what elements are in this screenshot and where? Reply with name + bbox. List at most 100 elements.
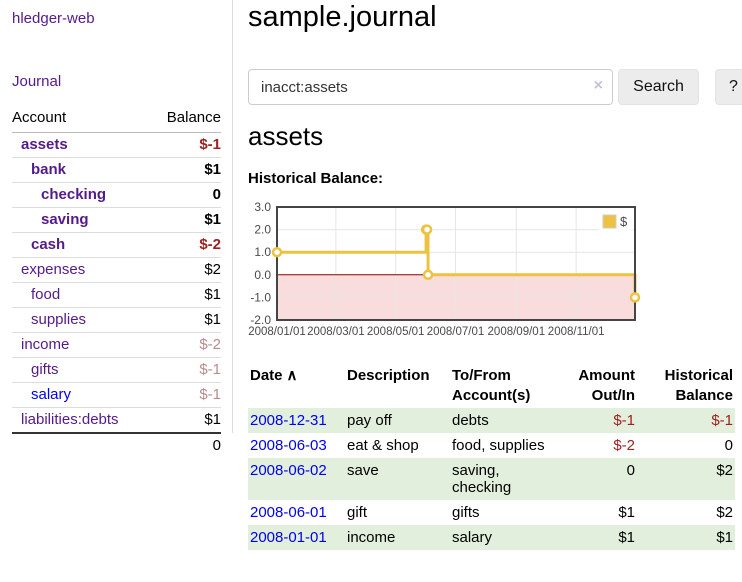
transaction-accounts: debts — [452, 412, 489, 429]
transaction-date-link[interactable]: 2008-06-03 — [250, 437, 327, 454]
plot-border — [276, 206, 636, 321]
account-section-title: assets — [248, 121, 324, 151]
transaction-date-link[interactable]: 2008-06-02 — [250, 462, 327, 479]
account-balance: $-2 — [150, 232, 221, 258]
transaction-balance: $1 — [716, 529, 733, 546]
x-tick-label: 2008/09/01 — [488, 326, 546, 338]
account-row: income $-2 — [12, 332, 221, 358]
search-input[interactable] — [248, 69, 613, 105]
search-button[interactable]: Search — [618, 69, 699, 105]
accounts-column-header: To/From Account(s) — [452, 367, 531, 404]
account-link[interactable]: supplies — [31, 311, 87, 328]
help-button[interactable]: ? — [715, 69, 742, 105]
account-link[interactable]: bank — [31, 161, 67, 178]
transaction-accounts: salary — [452, 529, 493, 546]
account-link[interactable]: checking — [41, 186, 107, 203]
y-tick-label: 2.0 — [254, 223, 271, 237]
account-row: supplies $1 — [12, 307, 221, 333]
account-balance: $1 — [150, 282, 221, 308]
main-content: sample.journal × Search ? assets Histori… — [248, 0, 742, 582]
legend-swatch — [602, 214, 617, 229]
sidebar-item-journal[interactable]: Journal — [12, 73, 62, 90]
transaction-balance: $2 — [716, 462, 733, 479]
accounts-total-value: 0 — [150, 432, 221, 458]
account-balance: $-2 — [150, 332, 221, 358]
account-balance: $-1 — [150, 357, 221, 383]
transaction-accounts: gifts — [452, 504, 480, 521]
date-column-header[interactable]: Date ∧ — [250, 367, 298, 384]
transaction-row: 2008-06-03 eat & shop food, supplies $-2 0 — [248, 433, 735, 458]
account-balance: 0 — [150, 182, 221, 208]
account-link[interactable]: gifts — [31, 361, 59, 378]
account-row: saving $1 — [12, 207, 221, 233]
transactions-header-row: Date ∧ Description To/From Account(s) Amo… — [248, 366, 735, 408]
account-column-header: Account — [12, 106, 151, 133]
accounts-table-header: Account Balance — [12, 106, 221, 133]
page-title: sample.journal — [248, 1, 437, 33]
clear-search-icon[interactable]: × — [593, 77, 603, 94]
account-row: expenses $2 — [12, 257, 221, 283]
x-tick-label: 2008/07/01 — [427, 326, 485, 338]
account-link[interactable]: food — [31, 286, 61, 303]
account-link[interactable]: liabilities:debts — [21, 411, 119, 428]
transaction-row: 2008-06-02 save saving, checking 0 $2 — [248, 458, 735, 500]
chart-legend: $ — [599, 211, 633, 232]
transactions-table: Date ∧ Description To/From Account(s) Amo… — [248, 366, 735, 550]
y-tick-label: -2.0 — [250, 313, 271, 327]
account-balance: $-1 — [150, 132, 221, 158]
transaction-accounts: saving, checking — [452, 462, 512, 496]
transaction-amount: $-2 — [613, 437, 635, 454]
transaction-date-link[interactable]: 2008-06-01 — [250, 504, 327, 521]
data-point — [629, 292, 641, 303]
transaction-description: save — [347, 462, 379, 479]
accounts-total-spacer — [12, 432, 151, 458]
transaction-row: 2008-06-01 gift gifts $1 $2 — [248, 500, 735, 525]
account-row: food $1 — [12, 282, 221, 308]
description-column-header: Description — [347, 367, 430, 384]
transaction-description: income — [347, 529, 396, 546]
sidebar: hledger-web Journal Account Balance asse… — [0, 0, 233, 458]
account-link[interactable]: assets — [21, 136, 68, 153]
transaction-amount: 0 — [626, 462, 635, 479]
transaction-date-link[interactable]: 2008-01-01 — [250, 529, 327, 546]
data-point — [271, 246, 283, 258]
data-point — [421, 224, 433, 235]
account-balance: $1 — [150, 207, 221, 233]
account-balance: $1 — [150, 407, 221, 434]
historical-balance-chart: $3.0 2.0 1.0 0.0 -1.0 -2.0 2008/01/01 2008/03/0… — [248, 200, 742, 342]
transaction-description: pay off — [347, 412, 392, 429]
transaction-accounts: food, supplies — [452, 437, 545, 454]
account-link[interactable]: expenses — [21, 261, 86, 278]
transaction-balance: 0 — [724, 437, 733, 454]
account-row: salary $-1 — [12, 382, 221, 408]
account-link[interactable]: salary — [31, 386, 72, 403]
transaction-amount: $-1 — [613, 412, 635, 429]
app-title-link[interactable]: hledger-web — [12, 10, 95, 27]
x-tick-label: 2008/11/01 — [548, 326, 605, 338]
transaction-balance: $-1 — [711, 412, 733, 429]
account-row: gifts $-1 — [12, 357, 221, 383]
x-tick-label: 2008/03/01 — [307, 326, 365, 338]
transaction-description: gift — [347, 504, 368, 521]
account-balance: $-1 — [150, 382, 221, 408]
accounts-table: Account Balance assets $-1 bank $1 checking 0… — [12, 106, 221, 458]
sort-asc-icon: ∧ — [286, 367, 298, 384]
account-link[interactable]: saving — [41, 211, 89, 228]
y-tick-label: 3.0 — [254, 200, 271, 214]
y-tick-label: -1.0 — [250, 290, 271, 304]
account-balance: $1 — [150, 307, 221, 333]
accounts-total-row: 0 — [12, 432, 221, 458]
legend-label: $ — [620, 214, 628, 229]
transaction-amount: $1 — [618, 529, 635, 546]
account-link[interactable]: income — [21, 336, 70, 353]
account-balance: $2 — [150, 257, 221, 283]
transaction-row: 2008-01-01 income salary $1 $1 — [248, 525, 735, 550]
transaction-date-link[interactable]: 2008-12-31 — [250, 412, 327, 429]
account-balance: $1 — [150, 157, 221, 183]
amount-column-header: Amount Out/In — [578, 367, 635, 404]
account-link[interactable]: cash — [31, 236, 66, 253]
balance-column-header: Balance — [150, 106, 221, 133]
x-tick-label: 2008/05/01 — [367, 326, 425, 338]
account-row: assets $-1 — [12, 132, 221, 158]
